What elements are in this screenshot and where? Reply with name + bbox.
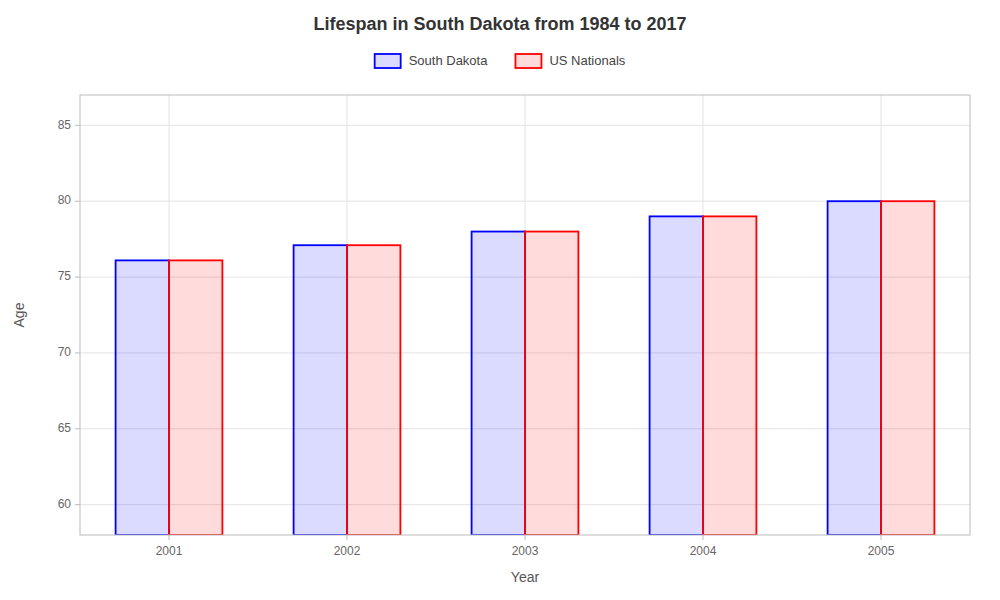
chart-title: Lifespan in South Dakota from 1984 to 20… bbox=[313, 14, 686, 34]
y-tick-label: 65 bbox=[58, 421, 72, 435]
legend-label: South Dakota bbox=[409, 53, 489, 68]
y-tick bbox=[75, 277, 80, 278]
legend-label: US Nationals bbox=[549, 53, 625, 68]
x-tick-label: 2002 bbox=[334, 544, 361, 558]
x-tick-label: 2003 bbox=[512, 544, 539, 558]
axes: 60 65 70 75 80 85 2001 2002 2003 2004 2005 bbox=[58, 95, 970, 558]
plot-frame bbox=[80, 95, 970, 535]
x-tick-label: 2001 bbox=[156, 544, 183, 558]
x-axis-label: Year bbox=[511, 569, 540, 585]
x-tick bbox=[703, 535, 704, 540]
x-tick bbox=[169, 535, 170, 540]
y-tick-label: 80 bbox=[58, 193, 72, 207]
legend-item: South Dakota bbox=[375, 53, 489, 68]
bar bbox=[650, 216, 703, 535]
x-tick bbox=[525, 535, 526, 540]
chart-svg: 60 65 70 75 80 85 2001 2002 2003 2004 2005 Year Age L… bbox=[0, 0, 1000, 600]
x-tick bbox=[881, 535, 882, 540]
bar bbox=[169, 260, 222, 535]
legend-item: US Nationals bbox=[515, 53, 625, 68]
bar bbox=[347, 245, 400, 535]
bars bbox=[116, 201, 935, 535]
x-tick-label: 2005 bbox=[868, 544, 895, 558]
legend: South Dakota US Nationals bbox=[375, 53, 626, 68]
x-tick bbox=[347, 535, 348, 540]
y-tick bbox=[75, 428, 80, 429]
legend-swatch bbox=[515, 54, 541, 68]
x-tick-label: 2004 bbox=[690, 544, 717, 558]
y-tick-label: 85 bbox=[58, 118, 72, 132]
y-tick bbox=[75, 125, 80, 126]
y-tick-label: 60 bbox=[58, 497, 72, 511]
chart-container: 60 65 70 75 80 85 2001 2002 2003 2004 2005 Year Age L… bbox=[0, 0, 1000, 600]
bar bbox=[116, 260, 169, 535]
bar bbox=[703, 216, 756, 535]
y-tick bbox=[75, 504, 80, 505]
y-tick bbox=[75, 201, 80, 202]
bar bbox=[294, 245, 347, 535]
legend-swatch bbox=[375, 54, 401, 68]
bar bbox=[472, 232, 525, 535]
y-tick-label: 75 bbox=[58, 269, 72, 283]
grid bbox=[80, 95, 970, 535]
y-axis-label: Age bbox=[11, 302, 27, 327]
y-tick bbox=[75, 352, 80, 353]
bar bbox=[828, 201, 881, 535]
y-tick-label: 70 bbox=[58, 345, 72, 359]
bar bbox=[525, 232, 578, 535]
bar bbox=[881, 201, 934, 535]
